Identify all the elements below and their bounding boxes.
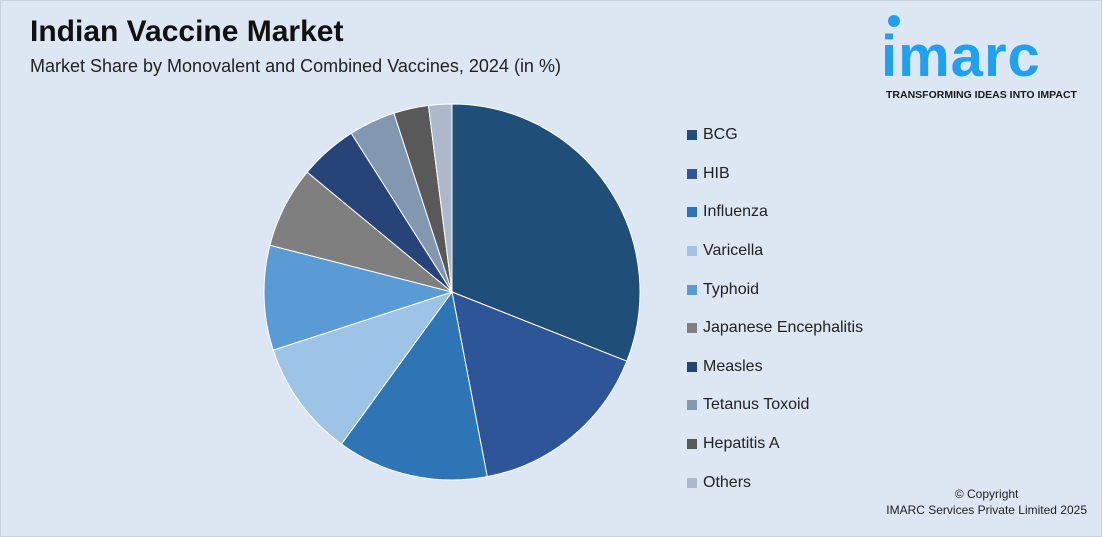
logo-tagline: TRANSFORMING IDEAS INTO IMPACT [886, 89, 1077, 101]
legend-label: Typhoid [703, 280, 760, 298]
logo-dot [888, 15, 900, 27]
legend-label: BCG [703, 126, 738, 144]
legend-swatch [687, 361, 697, 372]
company-line: IMARC Services Private Limited 2025 [886, 503, 1087, 517]
legend-swatch [687, 168, 697, 179]
legend-label: Others [703, 473, 752, 491]
imarc-logo: imarc TRANSFORMING IDEAS INTO IMPACT [881, 11, 1096, 106]
legend-item: Japanese Encephalitis [687, 309, 863, 348]
legend-swatch [687, 207, 697, 218]
legend-item: Hepatitis A [687, 425, 863, 464]
legend-label: Measles [703, 357, 763, 375]
legend-swatch [687, 439, 697, 450]
legend-label: Japanese Encephalitis [703, 319, 864, 337]
legend-swatch [687, 130, 697, 141]
legend-label: HIB [703, 164, 730, 182]
legend-label: Hepatitis A [703, 435, 780, 453]
copyright: © Copyright IMARC Services Private Limit… [886, 486, 1087, 518]
legend-swatch [687, 246, 697, 257]
legend-label: Varicella [703, 242, 764, 260]
legend-item: Influenza [687, 193, 863, 232]
pie-slice-bcg [451, 103, 641, 362]
legend-item: BCG [687, 116, 863, 155]
pie-slice-typhoid [263, 244, 454, 351]
legend-item: Others [687, 463, 863, 502]
chart-title: Indian Vaccine Market [30, 15, 344, 48]
legend-item: Typhoid [687, 270, 863, 309]
legend: BCG HIB Influenza Varicella Typhoid Japanese … [687, 116, 863, 502]
legend-item: Varicella [687, 232, 863, 271]
pie-slice-hib [451, 291, 628, 478]
legend-item: Tetanus Toxoid [687, 386, 863, 425]
legend-label: Influenza [703, 203, 768, 221]
legend-label: Tetanus Toxoid [703, 396, 810, 414]
chart-subtitle: Market Share by Monovalent and Combined … [30, 56, 561, 76]
legend-item: Measles [687, 348, 863, 387]
legend-swatch [687, 400, 697, 411]
copyright-line: © Copyright [954, 487, 1019, 501]
legend-swatch [687, 284, 697, 295]
logo-word: imarc [881, 24, 1041, 89]
legend-item: HIB [687, 155, 863, 194]
legend-swatch [687, 323, 697, 334]
pie-slice-influenza [340, 290, 488, 481]
legend-swatch [687, 477, 697, 488]
pie-slice-varicella [272, 291, 454, 445]
pie-slice-others [427, 103, 453, 293]
